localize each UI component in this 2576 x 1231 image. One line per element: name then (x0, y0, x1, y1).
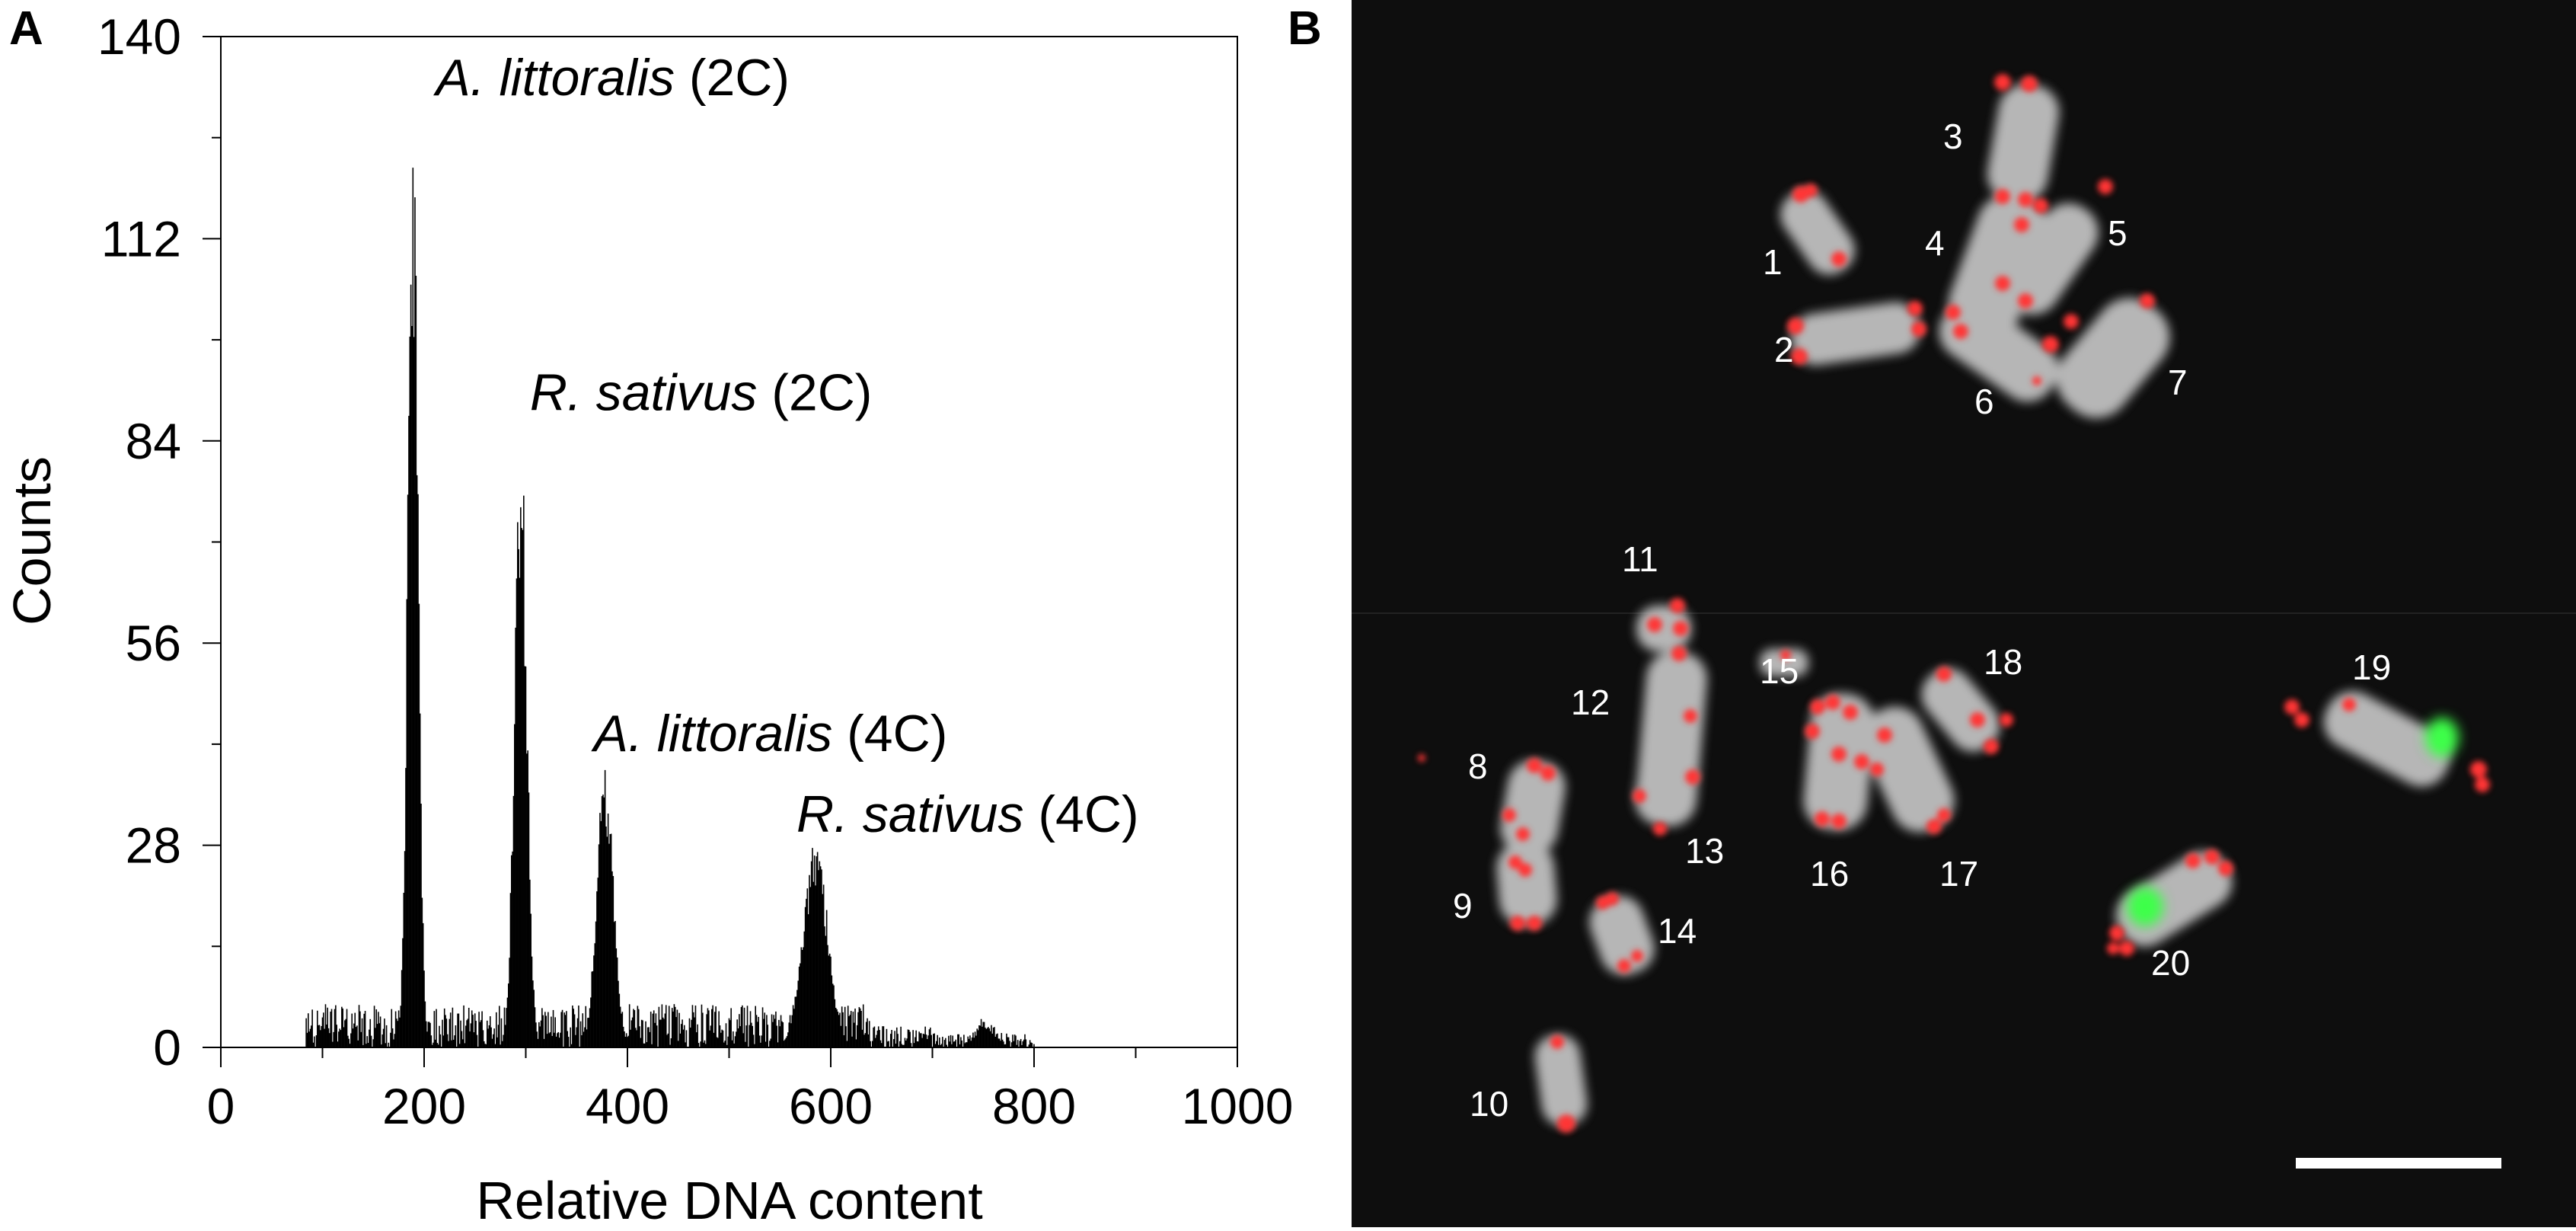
flow-cytometry-histogram: 0 200 400 600 800 1000 0 28 56 84 112 140 A. litto… (2, 8, 1294, 1230)
chromosome-6 (1939, 299, 2059, 402)
x-tick-label: 600 (789, 1078, 873, 1134)
chromosome-7 (2056, 298, 2170, 418)
chromosome-5 (2003, 203, 2099, 315)
fish-micrograph: 1 2 3 4 5 6 7 8 9 10 11 12 13 14 15 16 1… (1352, 0, 2576, 1227)
panel-a-histogram: A 0 200 400 600 800 1000 0 28 56 84 112 140 A. lit… (2, 2, 1294, 1230)
chromosome-label-17: 17 (1939, 854, 1978, 894)
chromosome-label-10: 10 (1470, 1084, 1508, 1124)
peak-label: R. sativus (4C) (796, 785, 1139, 843)
peak-label: A. littoralis (4C) (591, 705, 948, 763)
x-tick-label: 200 (382, 1078, 466, 1134)
chromosome-2 (1791, 302, 1920, 366)
chromosome-label-1: 1 (1763, 242, 1783, 282)
y-tick-label: 0 (153, 1019, 181, 1076)
chromosome-19 (2323, 691, 2451, 787)
y-axis-label: Counts (2, 456, 62, 625)
x-axis: 0 200 400 600 800 1000 (207, 1047, 1294, 1134)
chromosome-label-8: 8 (1468, 747, 1488, 786)
x-tick-label: 400 (586, 1078, 669, 1134)
chromosome-label-2: 2 (1774, 330, 1794, 369)
green-signal-19 (2425, 718, 2459, 757)
chromosome-18 (1921, 668, 2000, 752)
chromosome-9 (1496, 841, 1557, 926)
chromosome-label-6: 6 (1974, 382, 1994, 421)
y-axis: 0 28 56 84 112 140 (97, 8, 221, 1076)
y-tick-label: 84 (126, 413, 181, 469)
chromosome-label-7: 7 (2168, 363, 2188, 402)
x-axis-label: Relative DNA content (476, 1171, 982, 1227)
scale-bar (2296, 1158, 2501, 1169)
y-tick-label: 112 (101, 210, 181, 267)
y-tick-label: 28 (126, 817, 181, 874)
chromosome-label-19: 19 (2352, 647, 2391, 687)
chromosome-label-18: 18 (1984, 642, 2022, 682)
plot-frame (220, 36, 1238, 1048)
x-tick-label: 0 (207, 1078, 235, 1134)
green-signal-20 (2127, 887, 2163, 926)
chromosome-label-5: 5 (2108, 213, 2128, 253)
chromosome-label-4: 4 (1925, 223, 1945, 263)
x-tick-label: 1000 (1182, 1078, 1294, 1134)
chromosome-label-11: 11 (1622, 539, 1658, 579)
peak-label: R. sativus (2C) (530, 363, 873, 421)
chromosome-label-20: 20 (2151, 943, 2190, 983)
chromosome-10 (1534, 1034, 1588, 1126)
chromosome-8 (1500, 759, 1566, 855)
chromosome-labels: 1 2 3 4 5 6 7 8 9 10 11 12 13 14 15 16 1… (1453, 117, 2391, 1124)
chromosome-15 (1760, 649, 1808, 676)
chromosome-11 (1636, 606, 1691, 651)
histogram-bars (305, 168, 1035, 1047)
chromosome-label-14: 14 (1658, 911, 1697, 951)
panel-b-micrograph: 1 2 3 4 5 6 7 8 9 10 11 12 13 14 15 16 1… (1288, 0, 2576, 1227)
panel-b-label: B (1288, 2, 1322, 55)
peak-label: A. littoralis (2C) (433, 49, 790, 107)
x-tick-label: 800 (992, 1078, 1076, 1134)
chromosome-label-12: 12 (1571, 683, 1610, 722)
chromosome-label-16: 16 (1810, 854, 1849, 894)
chromosome-label-9: 9 (1453, 886, 1473, 926)
chromosome-label-15: 15 (1760, 651, 1799, 691)
chromosome-13 (1635, 767, 1693, 825)
chromosome-3 (1987, 83, 2060, 203)
y-tick-label: 56 (126, 615, 181, 671)
chromosome-label-13: 13 (1685, 831, 1724, 871)
panel-a-label: A (9, 2, 43, 55)
chromosome-label-3: 3 (1943, 117, 1963, 156)
y-tick-label: 140 (97, 8, 181, 65)
peak-labels: A. littoralis (2C) R. sativus (2C) A. litt… (433, 49, 1138, 843)
